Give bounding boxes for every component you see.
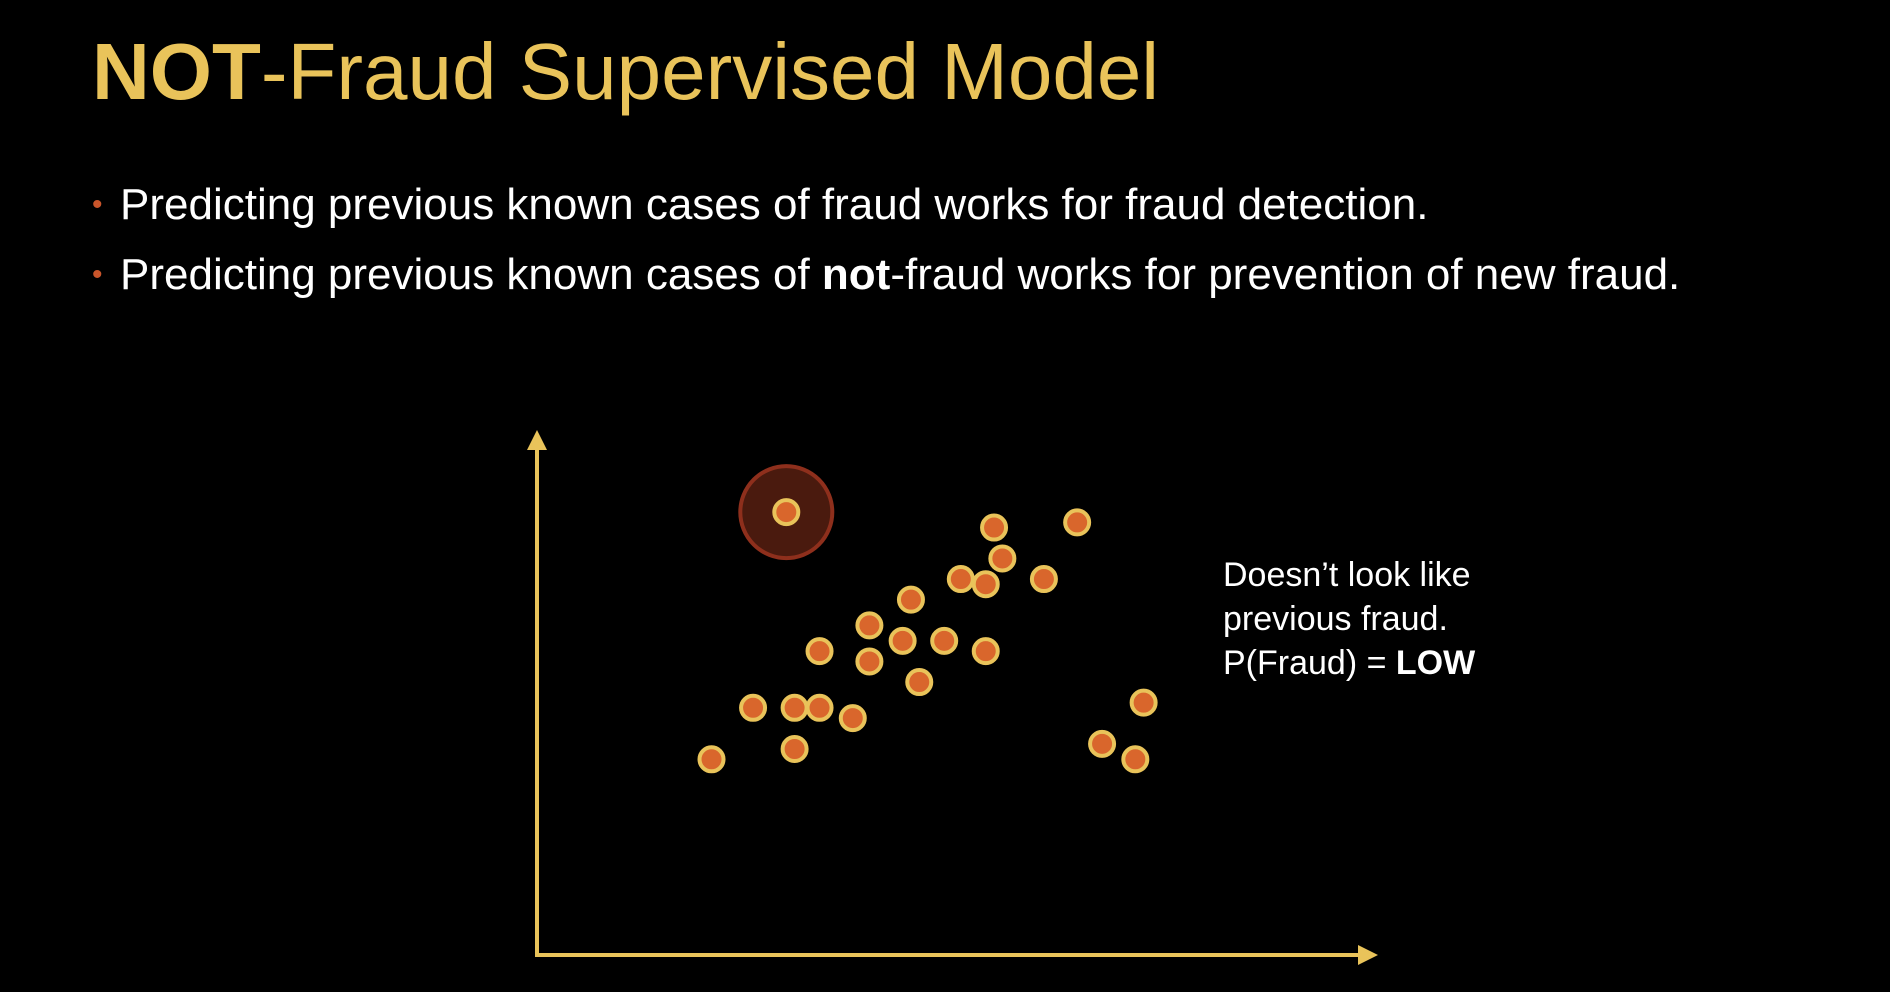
data-point (1063, 508, 1092, 537)
data-point (697, 745, 726, 774)
data-point (855, 611, 884, 640)
data-point (946, 565, 975, 594)
data-point (780, 693, 809, 722)
data-point (805, 637, 834, 666)
annotation-line-3-prefix: P(Fraud) = (1223, 644, 1396, 682)
bullet-list: • Predicting previous known cases of frau… (92, 176, 1772, 316)
data-point (896, 585, 925, 614)
data-point (888, 626, 917, 655)
data-point (838, 704, 867, 733)
new-case-point (772, 498, 801, 527)
annotation-value: LOW (1395, 644, 1476, 682)
annotation-line-1: Doesn’t look like (1223, 556, 1471, 594)
data-point (1029, 565, 1058, 594)
bullet-2-text: Predicting previous known cases of (120, 250, 822, 299)
bullet-item-1: • Predicting previous known cases of frau… (92, 176, 1772, 234)
bullet-dot-icon: • (92, 258, 103, 291)
data-point (780, 735, 809, 763)
title-rest: -Fraud Supervised Model (260, 27, 1160, 116)
bullet-2-text-end: -fraud works for prevention of new fraud… (890, 250, 1681, 299)
data-point (971, 637, 1000, 666)
data-point (1121, 745, 1150, 774)
title-strong: NOT (92, 27, 261, 116)
data-points (697, 464, 1158, 774)
data-point (855, 647, 884, 676)
annotation-text: Doesn’t look like previous fraud. P(Frau… (1223, 553, 1475, 685)
data-point (971, 570, 1000, 599)
data-point (739, 693, 768, 722)
data-point (1129, 688, 1158, 717)
slide-title: NOT-Fraud Supervised Model (92, 28, 1159, 116)
data-point (988, 544, 1017, 573)
data-point (930, 626, 959, 655)
bullet-1-text: Predicting previous known cases of fraud… (120, 180, 1429, 229)
bullet-item-2: • Predicting previous known cases of not-… (92, 246, 1772, 304)
bullet-2-emphasis: not (821, 250, 891, 299)
annotation-line-2: previous fraud. (1223, 600, 1448, 638)
data-point (805, 693, 834, 722)
data-point (980, 513, 1009, 542)
data-point (1088, 729, 1117, 758)
bullet-dot-icon: • (92, 188, 103, 221)
data-point (905, 668, 934, 697)
